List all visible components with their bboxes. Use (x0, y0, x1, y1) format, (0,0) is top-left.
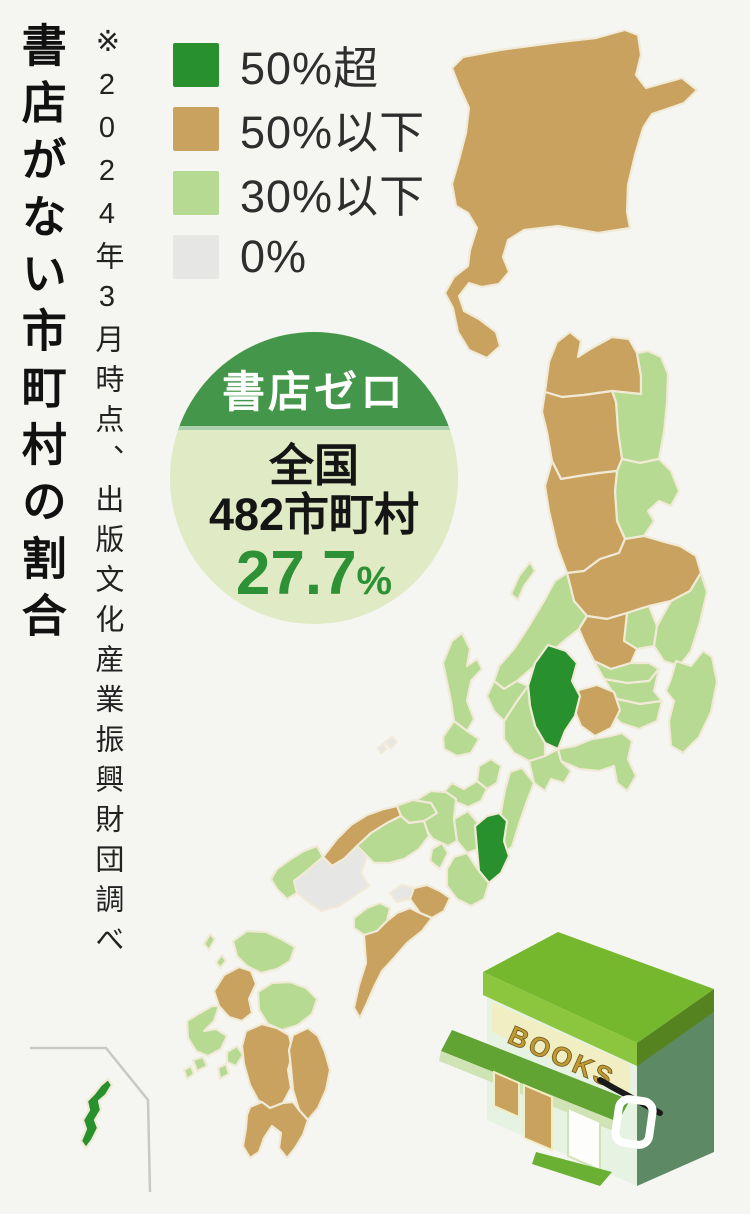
island-sado (509, 560, 537, 602)
prefectures (79, 28, 719, 1160)
store-roof-top (483, 932, 714, 1043)
legend-item: 0% (173, 231, 425, 282)
prefecture-ishikawa (441, 631, 484, 733)
prefecture-okinawa (79, 1077, 114, 1150)
page-title: 書店がない市町村の割合 (14, 22, 66, 649)
island-oki (376, 742, 388, 755)
island-awaji (428, 841, 450, 871)
island-tsushima (202, 932, 217, 952)
closed-sign-ring (611, 1095, 657, 1149)
callout-value: 27.7% (170, 543, 458, 605)
prefecture-okayama (355, 814, 431, 865)
prefecture-toyama (485, 679, 530, 723)
island-goto (191, 1055, 209, 1073)
legend-label: 50%以下 (240, 107, 426, 158)
legend-item: 50%以下 (173, 106, 425, 158)
prefecture-nagasaki (185, 1004, 229, 1058)
prefecture-chiba (664, 649, 719, 755)
store-sign-band (492, 1002, 630, 1094)
source-note: ※2024年3月時点、出版文化産業振興財団調べ (90, 24, 123, 964)
legend-swatch-over50 (173, 42, 219, 87)
callout-value-unit: % (356, 559, 393, 603)
store-right-wall (637, 1012, 714, 1186)
prefecture-nara (473, 811, 511, 885)
legend-label: 30%以下 (240, 171, 426, 222)
store-awning (441, 1030, 630, 1122)
bookstore-zero-callout: 書店ゼロ 全国 482市町村 27.7% (170, 332, 458, 624)
prefecture-kumamoto (240, 1022, 295, 1110)
prefecture-fukuoka (231, 929, 297, 975)
store-bookshelf-door (523, 1083, 553, 1152)
legend-item: 50%超 (173, 42, 425, 94)
prefecture-aomori (543, 330, 643, 399)
store-window-books (493, 1070, 520, 1119)
store-roof-front-edge (483, 972, 637, 1066)
prefecture-tochigi (622, 604, 659, 651)
prefecture-miyazaki (287, 1026, 332, 1122)
store-roof-right-edge (637, 989, 714, 1066)
prefecture-yamaguchi (269, 844, 325, 901)
island-amakusa (225, 1044, 245, 1068)
island-iki (214, 953, 228, 970)
callout-value-number: 27.7 (235, 539, 357, 608)
prefecture-oita (256, 980, 319, 1032)
prefecture-kyoto (438, 779, 489, 809)
legend-item: 30%以下 (173, 170, 425, 222)
prefecture-hiroshima (292, 844, 371, 913)
prefecture-hokkaido (443, 28, 699, 360)
callout-scope: 全国 (268, 440, 359, 491)
bookstore-illustration: BOOKS (439, 932, 714, 1186)
legend: 50%超 50%以下 30%以下 0% (173, 42, 425, 298)
prefecture-aichi (527, 747, 573, 793)
prefecture-wakayama (445, 851, 491, 908)
legend-swatch-zero (173, 234, 219, 279)
callout-count: 482市町村 (208, 489, 420, 541)
prefecture-osaka (452, 809, 480, 855)
island-oki (383, 735, 399, 750)
prefecture-shizuoka (556, 731, 638, 793)
prefecture-saga (212, 965, 258, 1023)
prefecture-kochi (352, 906, 434, 1020)
legend-label: 50%超 (240, 43, 380, 94)
legend-swatch-le30 (173, 170, 219, 215)
prefecture-ibaraki (652, 571, 709, 668)
okinawa-inset-divider (30, 1046, 152, 1193)
prefecture-kagoshima (241, 1100, 310, 1160)
store-door-base (532, 1152, 612, 1186)
legend-label: 0% (240, 230, 308, 282)
legend-swatch-le50 (173, 106, 219, 151)
prefecture-miyagi (613, 457, 681, 541)
prefecture-fukui (441, 719, 481, 758)
island-goto (182, 1064, 196, 1081)
prefecture-yamanashi (572, 683, 622, 738)
island-amakusa (216, 1062, 231, 1081)
